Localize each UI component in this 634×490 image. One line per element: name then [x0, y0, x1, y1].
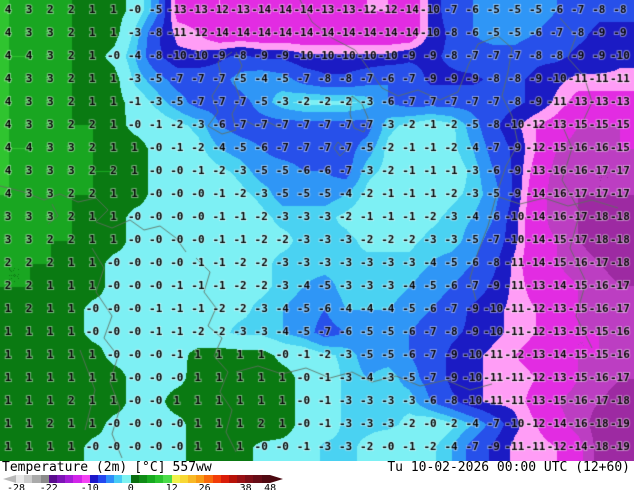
colorbar-segment — [106, 475, 115, 483]
legend-title: Temperature (2m) — [2, 460, 128, 475]
colorbar-segment — [97, 475, 107, 483]
colorbar-left-arrow-icon — [3, 475, 16, 483]
colorbar-segment — [32, 475, 41, 483]
colorbar-right-arrow-icon — [270, 475, 284, 483]
colorbar-segment — [73, 475, 82, 483]
colorbar-tick-label: 12 — [165, 483, 178, 490]
colorbar-segment — [65, 475, 74, 483]
colorbar-tick-label: 0 — [127, 483, 134, 490]
colorbar-tick-label: 26 — [198, 483, 211, 490]
colorbar-segment — [237, 475, 246, 483]
colorbar-segment — [220, 475, 229, 483]
colorbar-segment — [228, 475, 238, 483]
colorbar-segment — [40, 475, 49, 483]
colorbar-segment — [179, 475, 188, 483]
colorbar-segment — [187, 475, 197, 483]
colorbar-tick-label: -22 — [39, 483, 58, 490]
colorbar-segment — [114, 475, 123, 483]
colorbar-segment — [163, 475, 172, 483]
colorbar-segment — [81, 475, 90, 483]
legend-title-group: Temperature (2m) [°C] 557ww — [2, 461, 219, 474]
colorbar-segment — [171, 475, 180, 483]
colorbar-tick-label: -28 — [6, 483, 26, 490]
run-datetime: Tu 10-02-2026 00:00 UTC (12+60) — [387, 460, 630, 475]
legend-text-row: Temperature (2m) [°C] 557ww Tu 10-02-2026 … — [0, 461, 634, 474]
colorbar-segment — [122, 475, 131, 483]
colorbar-segment — [130, 475, 139, 483]
colorbar-tick-label: 38 — [239, 483, 252, 490]
legend-unit: [°C] — [134, 460, 166, 475]
colorbar-segment — [196, 475, 205, 483]
colorbar-segment — [253, 475, 262, 483]
colorbar-segment — [212, 475, 221, 483]
legend-model-label: 557ww — [172, 460, 212, 475]
colorbar-tick-label: 48 — [264, 483, 277, 490]
colorbar-segment — [89, 475, 98, 483]
colorbar-segment — [204, 475, 213, 483]
colorbar-segment — [48, 475, 57, 483]
temperature-map-canvas — [0, 0, 634, 461]
colorbar-segment — [56, 475, 66, 483]
colorbar-segment — [245, 475, 254, 483]
legend-bar: Temperature (2m) [°C] 557ww Tu 10-02-2026 … — [0, 461, 634, 490]
colorbar-segment — [138, 475, 147, 483]
colorbar-segment — [155, 475, 164, 483]
colorbar-segment — [147, 475, 156, 483]
colorbar-segment — [261, 475, 270, 483]
colorbar-segment — [24, 475, 33, 483]
colorbar-segment — [16, 475, 25, 483]
colorbar-tick-label: -10 — [80, 483, 99, 490]
temperature-colorbar: -28 -22 -10 0 12 26 38 48 — [3, 475, 284, 490]
